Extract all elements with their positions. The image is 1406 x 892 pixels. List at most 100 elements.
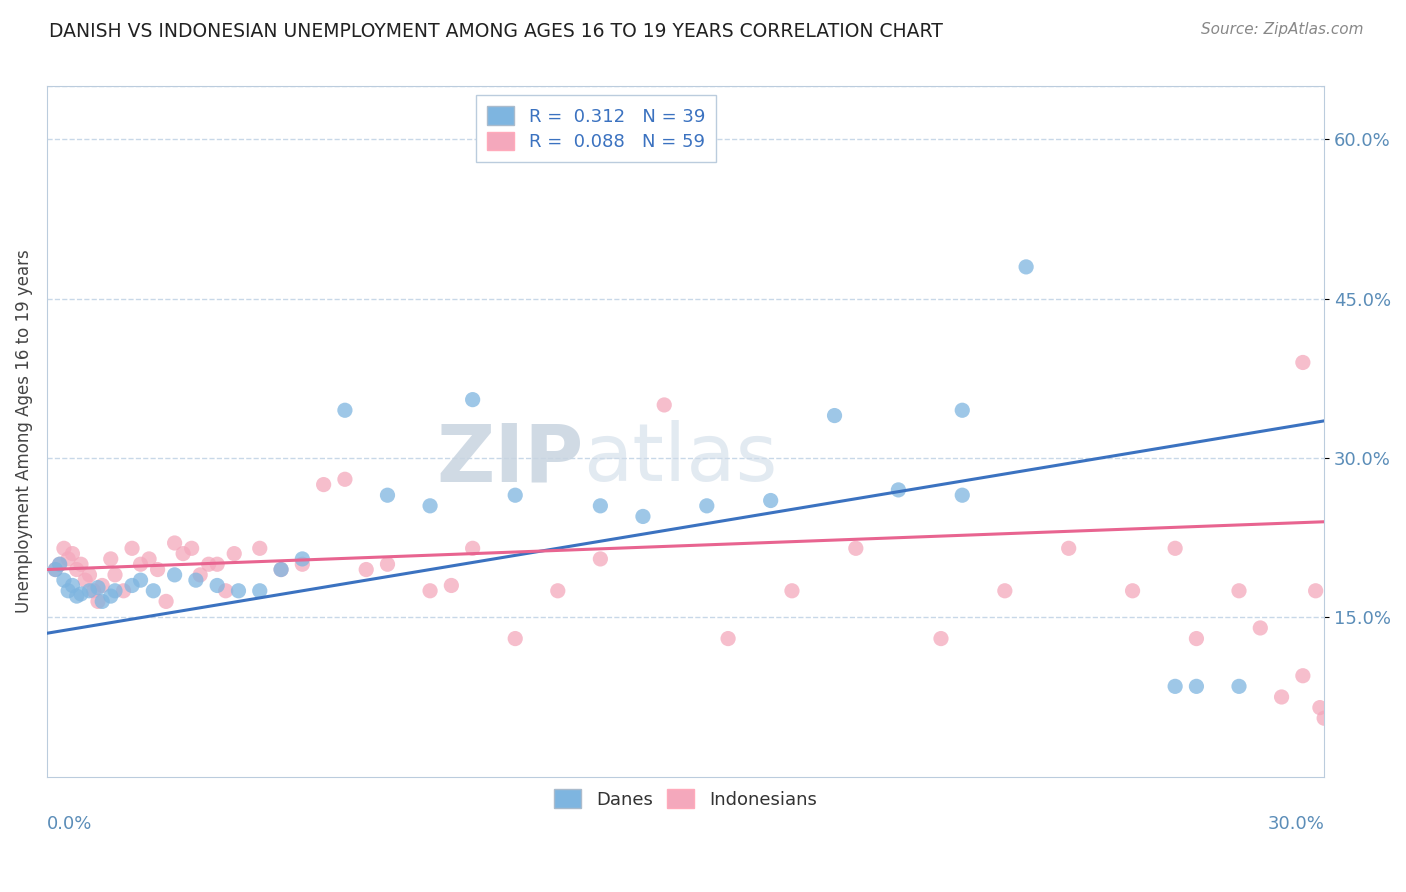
Point [91,578,114,592]
Point [1185,632,1208,646]
Point [104,567,127,582]
Point [249,541,271,556]
Point [547,583,569,598]
Point [717,632,740,646]
Point [1185,679,1208,693]
Point [1227,583,1250,598]
Point [1249,621,1271,635]
Point [461,541,484,556]
Point [929,632,952,646]
Point [1271,690,1294,704]
Point [52,573,75,587]
Point [270,563,292,577]
Point [75,573,97,587]
Point [845,541,868,556]
Point [83,583,105,598]
Point [138,552,160,566]
Point [1057,541,1080,556]
Point [419,583,441,598]
Point [461,392,484,407]
Point [503,488,526,502]
Point [333,472,356,486]
Point [56,552,79,566]
Point [70,558,93,572]
Point [589,552,612,566]
Point [48,558,70,572]
Point [824,409,846,423]
Point [52,541,75,556]
Point [631,509,654,524]
Point [780,583,803,598]
Point [312,477,335,491]
Text: DANISH VS INDONESIAN UNEMPLOYMENT AMONG AGES 16 TO 19 YEARS CORRELATION CHART: DANISH VS INDONESIAN UNEMPLOYMENT AMONG … [49,22,943,41]
Point [224,547,246,561]
Point [91,594,114,608]
Point [121,578,143,592]
Point [142,583,165,598]
Point [1305,583,1327,598]
Point [70,587,93,601]
Point [249,583,271,598]
Point [62,578,84,592]
Point [112,583,135,598]
Point [1122,583,1144,598]
Point [333,403,356,417]
Point [44,563,66,577]
Text: ZIP: ZIP [436,420,583,498]
Point [1227,679,1250,693]
Point [87,594,110,608]
Point [1309,700,1331,714]
Point [440,578,463,592]
Point [950,403,973,417]
Point [66,589,89,603]
Point [1313,711,1336,725]
Text: 30.0%: 30.0% [1267,814,1324,832]
Point [215,583,238,598]
Point [66,563,89,577]
Point [205,578,228,592]
Point [188,567,211,582]
Point [228,583,250,598]
Point [419,499,441,513]
Point [1292,669,1315,683]
Point [79,567,101,582]
Point [994,583,1017,598]
Point [62,547,84,561]
Point [197,558,219,572]
Point [1015,260,1038,274]
Point [56,583,79,598]
Point [503,632,526,646]
Point [100,552,122,566]
Point [146,563,169,577]
Point [205,558,228,572]
Text: 0.0%: 0.0% [46,814,93,832]
Point [44,563,66,577]
Point [291,558,314,572]
Point [1164,541,1187,556]
Point [129,558,152,572]
Point [163,536,186,550]
Point [100,589,122,603]
Y-axis label: Unemployment Among Ages 16 to 19 years: Unemployment Among Ages 16 to 19 years [15,250,32,614]
Text: atlas: atlas [583,420,778,498]
Point [354,563,377,577]
Point [172,547,194,561]
Point [377,488,399,502]
Point [1292,355,1315,369]
Point [87,581,110,595]
Text: Source: ZipAtlas.com: Source: ZipAtlas.com [1201,22,1364,37]
Point [377,558,399,572]
Point [121,541,143,556]
Point [950,488,973,502]
Point [79,583,101,598]
Point [163,567,186,582]
Point [589,499,612,513]
Point [270,563,292,577]
Point [48,558,70,572]
Point [291,552,314,566]
Point [759,493,782,508]
Point [1164,679,1187,693]
Point [887,483,910,497]
Point [652,398,675,412]
Point [155,594,177,608]
